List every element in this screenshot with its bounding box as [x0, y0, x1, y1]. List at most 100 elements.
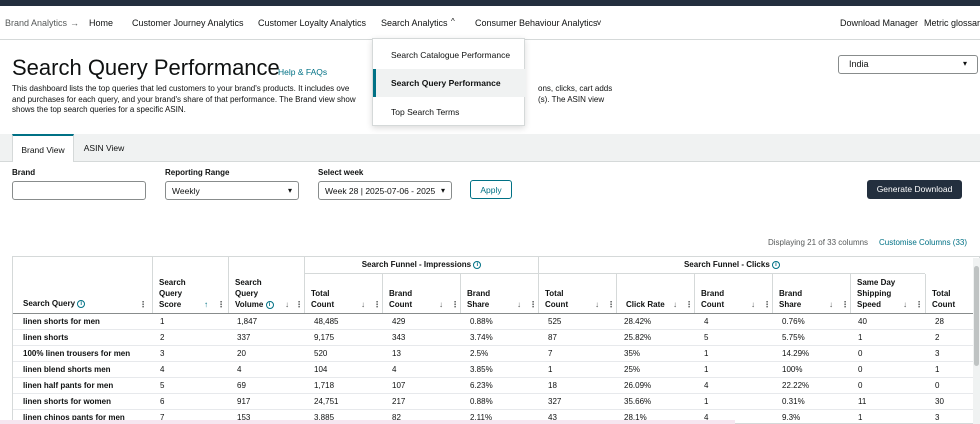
select-week-select[interactable]: Week 28 | 2025-07-06 - 2025 ▾: [318, 181, 452, 200]
column-menu-icon[interactable]: ⋮: [295, 300, 303, 309]
col-same-day-shipping[interactable]: Same Day Shipping Speed ↓ ⋮: [850, 274, 925, 313]
chevron-down-icon[interactable]: v: [597, 18, 601, 27]
table-cell: 1: [858, 413, 863, 422]
table-cell: 14.29%: [782, 349, 810, 358]
table-scrollbar[interactable]: [973, 258, 980, 424]
column-menu-icon[interactable]: ⋮: [529, 300, 537, 309]
reporting-range-label: Reporting Range: [165, 168, 230, 177]
customise-columns-link[interactable]: Customise Columns (33): [879, 238, 968, 247]
column-menu-icon[interactable]: ⋮: [373, 300, 381, 309]
table-cell: 343: [392, 333, 406, 342]
brand-input[interactable]: [12, 181, 146, 200]
col-click-rate[interactable]: Click Rate ↓ ⋮: [616, 274, 694, 313]
reporting-range-select[interactable]: Weekly ▾: [165, 181, 299, 200]
sort-icon[interactable]: ↓: [285, 300, 289, 309]
table-cell: 87: [548, 333, 557, 342]
sort-icon[interactable]: ↓: [361, 300, 365, 309]
table-cell: 28: [935, 317, 944, 326]
dropdown-item-search-catalogue[interactable]: Search Catalogue Performance: [391, 50, 511, 60]
sort-icon[interactable]: ↓: [751, 300, 755, 309]
info-icon[interactable]: i: [265, 300, 274, 309]
table-row[interactable]: linen shorts for men 1 1,847 48,485 429 0.88%…: [13, 314, 979, 330]
table-cell: 0: [858, 349, 863, 358]
column-menu-icon[interactable]: ⋮: [685, 300, 693, 309]
nav-consumer-behaviour[interactable]: Consumer Behaviour Analytics: [475, 18, 598, 28]
table-row[interactable]: 100% linen trousers for men 3 20 520 13 2.5% 7…: [13, 346, 979, 362]
column-menu-icon[interactable]: ⋮: [841, 300, 849, 309]
table-cell: 0.76%: [782, 317, 805, 326]
metric-glossary-link[interactable]: Metric glossary: [924, 18, 980, 28]
table-cell: 7: [160, 413, 165, 422]
col-clicks-total-count[interactable]: Total Count ↓ ⋮: [538, 274, 616, 313]
table-cell: 18: [548, 381, 557, 390]
nav-customer-loyalty[interactable]: Customer Loyalty Analytics: [258, 18, 367, 28]
search-query-cell: 100% linen trousers for men: [23, 349, 131, 358]
info-icon[interactable]: i: [77, 299, 86, 308]
table-row[interactable]: linen chinos pants for men 7 153 3,885 82 2.1…: [13, 410, 979, 423]
info-icon[interactable]: i: [772, 260, 781, 269]
col-impressions-brand-share[interactable]: Brand Share ↓ ⋮: [460, 274, 538, 313]
tab-brand-view[interactable]: Brand View: [12, 134, 74, 162]
sort-icon[interactable]: ↓: [829, 300, 833, 309]
top-brand-bar: [0, 0, 980, 6]
sort-ascending-icon[interactable]: ↑: [204, 300, 208, 309]
table-cell: 0: [858, 381, 863, 390]
tab-asin-view[interactable]: ASIN View: [83, 143, 125, 153]
col-impressions-total-count[interactable]: Total Count ↓ ⋮: [304, 274, 382, 313]
col-search-query-score[interactable]: Search Query Score ↑ ⋮: [152, 257, 228, 313]
table-cell: 24,751: [314, 397, 339, 406]
nav-home[interactable]: Home: [89, 18, 114, 28]
column-menu-icon[interactable]: ⋮: [915, 300, 923, 309]
search-query-cell: linen blend shorts men: [23, 365, 111, 374]
view-tabs: Brand View ASIN View: [0, 134, 980, 162]
table-cell: 40: [858, 317, 867, 326]
country-select[interactable]: India ▾: [838, 55, 978, 74]
col-search-query-volume[interactable]: Search Query Volume i ↓ ⋮: [228, 257, 304, 313]
help-faqs-link[interactable]: Help & FAQs: [278, 67, 328, 77]
sort-icon[interactable]: ↓: [439, 300, 443, 309]
sort-icon[interactable]: ↓: [673, 300, 677, 309]
column-menu-icon[interactable]: ⋮: [607, 300, 615, 309]
group-impressions: Search Funnel - Impressions i: [304, 257, 538, 274]
dropdown-item-top-search-terms[interactable]: Top Search Terms: [391, 107, 460, 117]
table-cell: 107: [392, 381, 406, 390]
info-icon[interactable]: i: [473, 260, 482, 269]
column-menu-icon[interactable]: ⋮: [763, 300, 771, 309]
table-cell: 429: [392, 317, 406, 326]
table-row[interactable]: linen blend shorts men 4 4 104 4 3.85% 1 25% 1 10…: [13, 362, 979, 378]
col-next-total-count[interactable]: Total Count: [925, 274, 979, 313]
table-cell: 3: [160, 349, 165, 358]
table-cell: 7: [548, 349, 553, 358]
download-manager-link[interactable]: Download Manager: [840, 18, 919, 28]
table-cell: 0: [935, 381, 940, 390]
sort-icon[interactable]: ↓: [595, 300, 599, 309]
table-cell: 4: [704, 381, 709, 390]
nav-search-analytics[interactable]: Search Analytics: [381, 18, 448, 28]
sort-icon[interactable]: ↓: [517, 300, 521, 309]
group-clicks: Search Funnel - Clicks i: [538, 257, 925, 274]
generate-download-button[interactable]: Generate Download: [867, 180, 962, 199]
search-query-cell: linen shorts for men: [23, 317, 100, 326]
dropdown-item-search-query[interactable]: Search Query Performance: [373, 69, 526, 97]
column-menu-icon[interactable]: ⋮: [139, 300, 147, 309]
col-impressions-brand-count[interactable]: Brand Count ↓ ⋮: [382, 274, 460, 313]
table-row[interactable]: linen shorts 2 337 9,175 343 3.74% 87 25.82% 5 5.…: [13, 330, 979, 346]
col-clicks-brand-count[interactable]: Brand Count ↓ ⋮: [694, 274, 772, 313]
apply-button[interactable]: Apply: [470, 180, 512, 199]
table-cell: 69: [237, 381, 246, 390]
table-row[interactable]: linen shorts for women 6 917 24,751 217 0.88%…: [13, 394, 979, 410]
column-menu-icon[interactable]: ⋮: [217, 300, 225, 309]
scrollbar-thumb[interactable]: [974, 266, 979, 366]
table-cell: 1: [160, 317, 165, 326]
col-clicks-brand-share[interactable]: Brand Share ↓ ⋮: [772, 274, 850, 313]
nav-customer-journey[interactable]: Customer Journey Analytics: [132, 18, 244, 28]
column-menu-icon[interactable]: ⋮: [451, 300, 459, 309]
sort-icon[interactable]: ↓: [903, 300, 907, 309]
col-search-query[interactable]: Search Query i ⋮: [23, 299, 147, 309]
table-row[interactable]: linen half pants for men 5 69 1,718 107 6.23%…: [13, 378, 979, 394]
chevron-up-icon[interactable]: ^: [451, 17, 455, 26]
nav-brand-analytics[interactable]: Brand Analytics: [5, 18, 68, 28]
table-cell: 1: [704, 365, 709, 374]
table-cell: 48,485: [314, 317, 339, 326]
search-query-cell: linen shorts: [23, 333, 69, 342]
